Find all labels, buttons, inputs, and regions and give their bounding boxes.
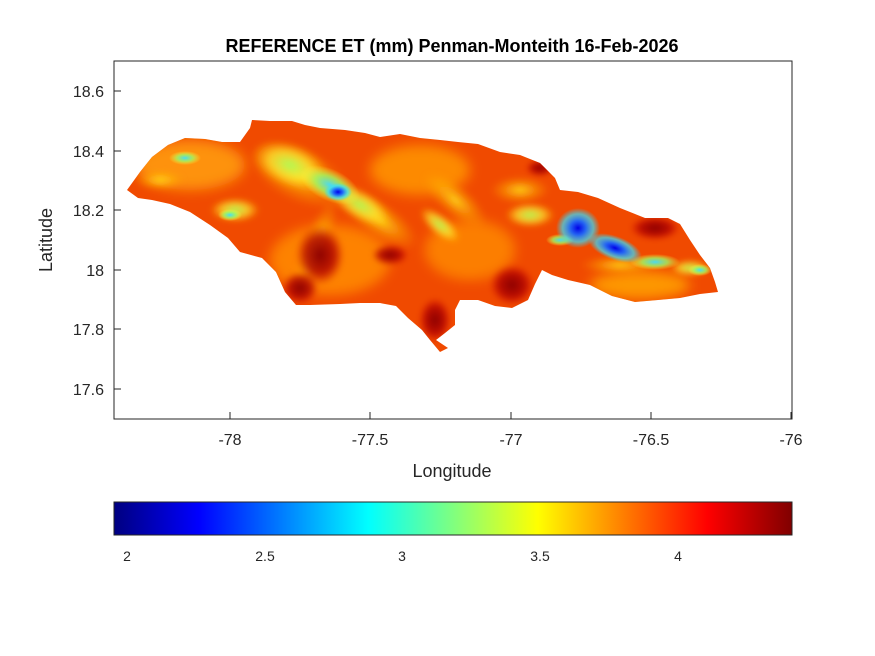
y-axis: 17.6 17.8 18 18.2 18.4 18.6 Latitude bbox=[36, 84, 121, 399]
et-dark-red-zone bbox=[490, 265, 534, 305]
y-tick-label: 17.8 bbox=[73, 322, 104, 339]
et-cyan-zone bbox=[218, 209, 242, 221]
x-axis: -78 -77.5 -77 -76.5 -76 Longitude bbox=[218, 412, 803, 481]
x-tick-label: -77.5 bbox=[352, 432, 389, 449]
et-yellow-zone bbox=[490, 176, 550, 204]
et-yellow-zone bbox=[422, 171, 488, 229]
et-dark-red-zone bbox=[372, 245, 408, 265]
colorbar-gradient bbox=[113, 501, 793, 536]
colorbar: 2 2.5 3 3.5 4 bbox=[113, 501, 793, 564]
y-tick-label: 18 bbox=[86, 263, 104, 280]
colorbar-tick-label: 3 bbox=[398, 548, 406, 564]
et-yellow-zone bbox=[135, 170, 185, 190]
colorbar-tick-label: 2 bbox=[123, 548, 131, 564]
et-blue-zone bbox=[324, 183, 352, 201]
et-dark-red-zone bbox=[296, 225, 344, 285]
x-axis-label: Longitude bbox=[412, 461, 491, 481]
y-axis-label: Latitude bbox=[36, 208, 56, 272]
et-cyan-zone bbox=[169, 151, 201, 165]
et-dark-red-zone bbox=[630, 216, 680, 240]
et-dark-red-zone bbox=[419, 298, 451, 342]
colorbar-tick-label: 2.5 bbox=[255, 548, 275, 564]
et-orange-band bbox=[590, 271, 690, 299]
et-green-zone bbox=[419, 207, 461, 243]
x-tick-label: -76.5 bbox=[633, 432, 670, 449]
x-tick-label: -78 bbox=[218, 432, 241, 449]
y-tick-label: 18.2 bbox=[73, 203, 104, 220]
y-tick-label: 17.6 bbox=[73, 382, 104, 399]
x-tick-label: -77 bbox=[499, 432, 522, 449]
et-cyan-zone bbox=[630, 254, 680, 270]
et-green-zone bbox=[505, 203, 555, 227]
et-cyan-zone bbox=[688, 264, 712, 276]
x-tick-label: -76 bbox=[779, 432, 802, 449]
colorbar-tick-label: 4 bbox=[674, 548, 682, 564]
y-tick-label: 18.6 bbox=[73, 84, 104, 101]
y-tick-label: 18.4 bbox=[73, 144, 104, 161]
et-blue-zone bbox=[588, 233, 642, 263]
colorbar-tick-label: 3.5 bbox=[530, 548, 550, 564]
et-dark-red-zone bbox=[282, 272, 318, 304]
chart-title: REFERENCE ET (mm) Penman-Monteith 16-Feb… bbox=[225, 36, 678, 56]
